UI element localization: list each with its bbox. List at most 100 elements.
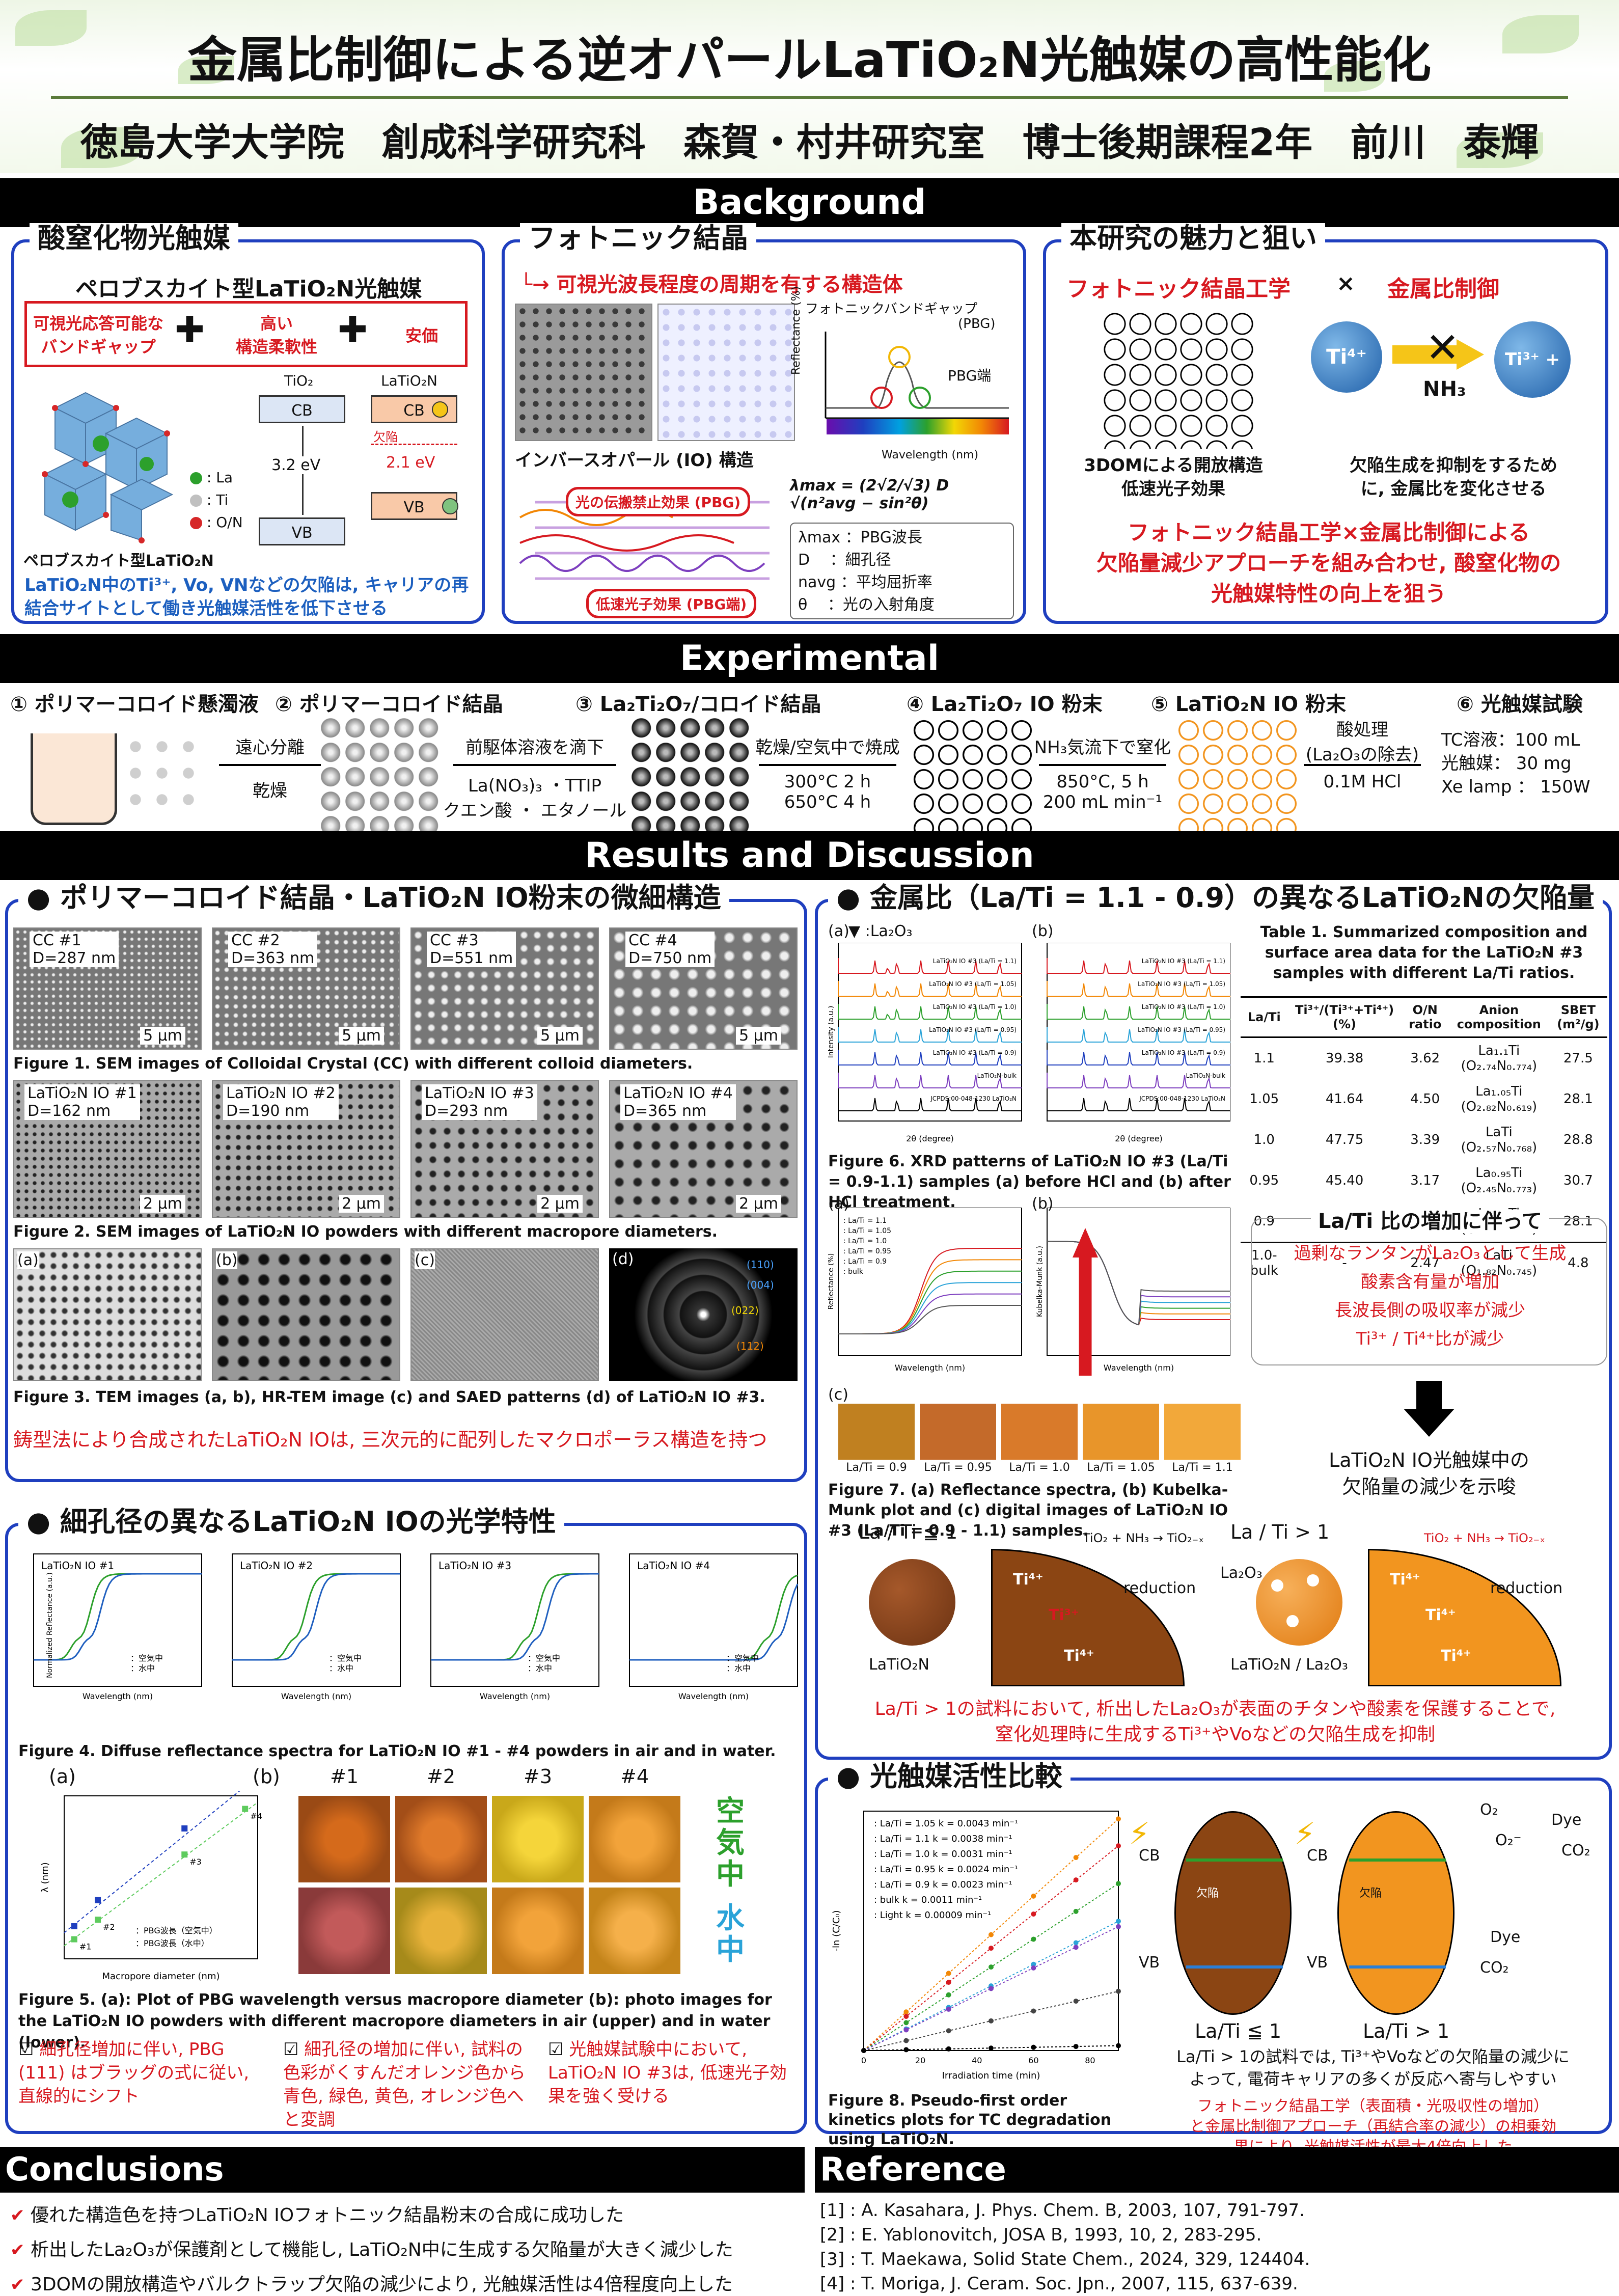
io4-label: LaTiO₂N IO #4 D=365 nm: [620, 1084, 736, 1120]
table-cell: 3.39: [1410, 1132, 1440, 1147]
cc1-image: CC #1 D=287 nm 5 μm: [13, 927, 202, 1050]
saed-112: (112): [736, 1340, 764, 1352]
kinetics-point: [1031, 1911, 1036, 1917]
table-row: 0.95 45.40 3.17 La₀.₉₅Ti (O₂.₄₅N₀.₇₇₃) 30.7: [1241, 1160, 1607, 1201]
xrd-series-line: [1047, 958, 1230, 974]
refl-legend: : La/Ti = 1.0: [843, 1237, 887, 1245]
table-row: 1.0 47.75 3.39 LaTi (O₂.₅₇N₀.₇₆₈) 28.8: [1241, 1119, 1607, 1160]
photo-1-air: [298, 1796, 390, 1882]
la2ti2o7-colloid-icon: [632, 718, 754, 840]
reference-3: [3] : T. Maekawa, Solid State Chem., 202…: [820, 2249, 1310, 2270]
optical-panel: ● 細孔径の異なるLaTiO₂N IOの光学特性 LaTiO₂N IO #1 Wa…: [5, 1507, 807, 2134]
kinetics-point: [1073, 1945, 1079, 1950]
kinetics-point: [1116, 1924, 1121, 1929]
photo-lati-09: [838, 1404, 915, 1460]
io2-label: LaTiO₂N IO #2 D=190 nm: [223, 1084, 339, 1120]
chart-title: LaTiO₂N IO #2: [240, 1560, 313, 1572]
xrd-series-label: JCPDS:00-048-1230 LaTiO₂N: [930, 1095, 1017, 1102]
kinetics-point: [1031, 2008, 1036, 2014]
kinetics-y-label: -ln (C/C₀): [831, 1910, 842, 1951]
arrow4-top: NH₃気流下で窒化: [1034, 737, 1171, 758]
photo-id-1-label: #1: [330, 1765, 359, 1788]
scale-bar: 5 μm: [339, 1027, 384, 1045]
dye-label-1: Dye: [1551, 1811, 1582, 1829]
pbg-air-fit-line: [64, 1801, 258, 1947]
section-background-header: Background: [0, 178, 1619, 227]
saed-label: (d): [612, 1250, 634, 1268]
table-cell: 1.0-bulk: [1241, 1242, 1288, 1283]
colloid-crystal-icon: [321, 718, 443, 840]
kinetics-point: [1073, 2044, 1079, 2049]
kinetics-point: [1031, 1965, 1036, 1971]
la2o3-label: La₂O₃: [1220, 1564, 1263, 1582]
def-navg: navg ：平均屈折率: [798, 573, 932, 591]
fig5b-label: (b): [253, 1765, 280, 1788]
vb-label-2: VB: [1307, 1954, 1328, 1972]
arrow3: [759, 764, 896, 766]
photo-4-water: [589, 1888, 680, 1974]
table-cell: 28.1: [1563, 1214, 1593, 1229]
saed-022: (022): [731, 1304, 759, 1317]
kinetics-point: [946, 1971, 951, 1976]
bg-right-title: 本研究の魅力と狙い: [1061, 223, 1325, 254]
ti3-sphere: Ti³⁺ + Vo: [1494, 321, 1571, 446]
xrd-series-label: LaTiO₂N IO #3 (La/Ti = 0.9): [933, 1049, 1017, 1056]
xrd-series-line: [1047, 981, 1230, 997]
x-tick-label: 0: [861, 2056, 866, 2065]
table-cell: 30.7: [1563, 1173, 1593, 1188]
aim-times: ×: [1336, 270, 1355, 296]
x-axis-label: Wavelength (nm): [678, 1691, 749, 1701]
ti4-label-1: Ti⁴⁺: [1013, 1571, 1044, 1589]
bragg-equation: λmax = (2√2/√3) D √(n²avg − sin²θ): [790, 477, 949, 512]
km-y-label: Kubelka-Munk (a.u.): [1036, 1246, 1044, 1317]
kinetics-legend: : La/Ti = 1.1 k = 0.0038 min⁻¹: [874, 1834, 1012, 1844]
air-series-line: [629, 1574, 798, 1661]
io2-image: LaTiO₂N IO #2 D=190 nm 2 μm: [212, 1080, 400, 1218]
pbg-air-point: [181, 1851, 188, 1858]
tem-a-label: (a): [17, 1251, 39, 1269]
defect-label-1: 欠陥: [1196, 1887, 1219, 1900]
kinetics-point: [946, 1992, 951, 1998]
check-icon: ✔: [10, 2240, 25, 2260]
latio2n-io-icon: [1176, 718, 1299, 840]
la2o3-marker: ▼ :La₂O₃: [848, 922, 913, 940]
cc4-label: CC #4 D=750 nm: [625, 932, 715, 967]
x-tick-label: 20: [915, 2056, 925, 2065]
structure-label: ペロブスカイト型LaTiO₂N: [23, 552, 214, 570]
defect-result: LaTiO₂N IO光触媒中の 欠陥量の減少を示唆: [1329, 1449, 1529, 1498]
trend-3: 長波長側の吸収率が減少: [1335, 1300, 1525, 1321]
pbg-vs-diameter-plot: #1 #2 #3 #4 Macropore diameter (nm) λ (nm) ：PB…: [40, 1791, 262, 1982]
light-icon-2: ⚡: [1294, 1816, 1316, 1852]
xrd-series-label: LaTiO₂N IO #3 (La/Ti = 1.05): [1138, 980, 1225, 988]
chart-title: LaTiO₂N IO #4: [637, 1560, 710, 1572]
bg-left-panel: 酸窒化物光触媒 ペロブスカイト型LaTiO₂N光触媒 可視光応答可能な バンドギ…: [11, 223, 485, 624]
x-tick-label: 40: [972, 2056, 982, 2065]
section-experimental-header: Experimental: [0, 634, 1619, 683]
scale-bar: 2 μm: [339, 1195, 384, 1213]
arrow4-bottom: 850°C, 5 h 200 mL min⁻¹: [1042, 772, 1163, 812]
io1-label: LaTiO₂N IO #1 D=162 nm: [24, 1084, 140, 1120]
photo-id-4-label: #4: [620, 1765, 649, 1788]
perovskite-structure-icon: [42, 392, 174, 543]
tem-c-image: (c): [410, 1248, 599, 1381]
reference-2: [2] : E. Yablonovitch, JOSA B, 1993, 10,…: [820, 2225, 1262, 2245]
kinetics-x-label: Irradiation time (min): [942, 2070, 1040, 2081]
kinetics-point: [1073, 1908, 1079, 1914]
scale-bar: 2 μm: [140, 1195, 185, 1213]
table-head-lati: La/Ti: [1241, 996, 1288, 1038]
kinetics-point: [1116, 1881, 1121, 1887]
beaker-icon: [31, 733, 117, 825]
section-reference-header: Reference: [815, 2147, 1619, 2193]
band-latio2n-label: LaTiO₂N: [381, 372, 437, 389]
io3-label: LaTiO₂N IO #3 D=293 nm: [422, 1084, 537, 1120]
photo-4-air: [589, 1796, 680, 1882]
water-label: 水中: [716, 1902, 745, 1966]
photo-id-2-label: #2: [426, 1765, 456, 1788]
kinetics-point: [1073, 1855, 1079, 1861]
plus-icon: ✚: [175, 309, 205, 350]
pbg-air-point: [95, 1917, 101, 1923]
xrd-patterns: LaTiO₂N IO #3 (La/Ti = 1.1) LaTiO₂N IO #3…: [828, 943, 1230, 1143]
o2m-label: O₂⁻: [1495, 1832, 1522, 1849]
kinetics-legend: : La/Ti = 0.95 k = 0.0024 min⁻¹: [874, 1864, 1018, 1875]
xrd-b-label: (b): [1032, 922, 1054, 940]
